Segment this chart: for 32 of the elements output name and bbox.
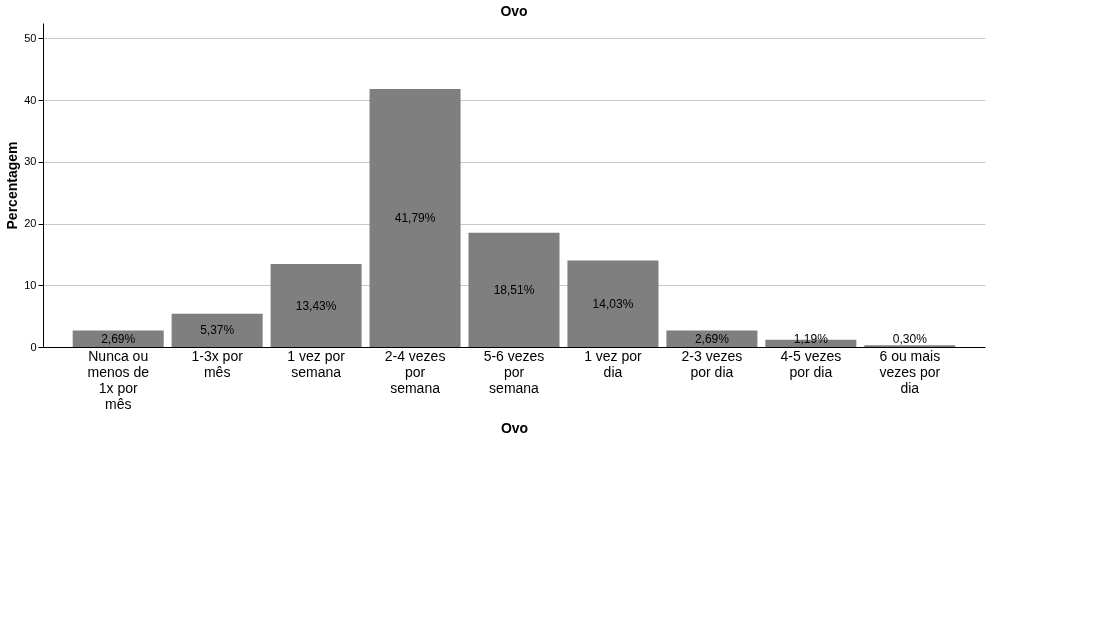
data-label: 1,19%: [793, 331, 829, 346]
data-label: 18,51%: [493, 282, 535, 297]
x-tick-label: 1-3x por mês: [191, 347, 244, 380]
y-tick-label: 10: [24, 278, 37, 291]
x-tick-label: 1 vez por dia: [584, 347, 643, 380]
x-tick-label: 1 vez por semana: [287, 347, 346, 380]
y-tick-label: 30: [24, 155, 37, 168]
bar: [567, 260, 659, 347]
data-label: 5,37%: [200, 323, 235, 338]
data-label: 14,03%: [592, 296, 634, 311]
data-label: 2,69%: [101, 331, 136, 346]
x-tick-label: Nunca ou menos de 1x por mês: [87, 347, 150, 412]
data-label: 13,43%: [295, 298, 337, 313]
y-tick-label: 0: [30, 340, 37, 353]
bar: [270, 264, 362, 347]
y-axis-title: Percentagem: [4, 141, 21, 230]
data-label: 2,69%: [694, 331, 730, 346]
chart-title: Ovo: [500, 3, 528, 19]
data-label: 41,79%: [394, 211, 436, 226]
x-tick-label: 5-6 vezes por semana: [483, 347, 545, 396]
y-tick-label: 20: [24, 217, 37, 230]
bar: [171, 313, 263, 347]
x-tick-label: 4-5 vezes por dia: [780, 347, 842, 380]
x-tick-label: 2-4 vezes por semana: [384, 347, 446, 396]
y-tick-label: 40: [24, 93, 37, 106]
x-axis-title: Ovo: [500, 419, 529, 436]
bar: [468, 232, 560, 347]
bar: [369, 89, 461, 347]
data-label: 0,30%: [892, 331, 928, 346]
y-tick-label: 50: [24, 31, 37, 44]
x-tick-label: 6 ou mais vezes por dia: [879, 347, 941, 396]
x-tick-label: 2-3 vezes por dia: [681, 347, 743, 380]
